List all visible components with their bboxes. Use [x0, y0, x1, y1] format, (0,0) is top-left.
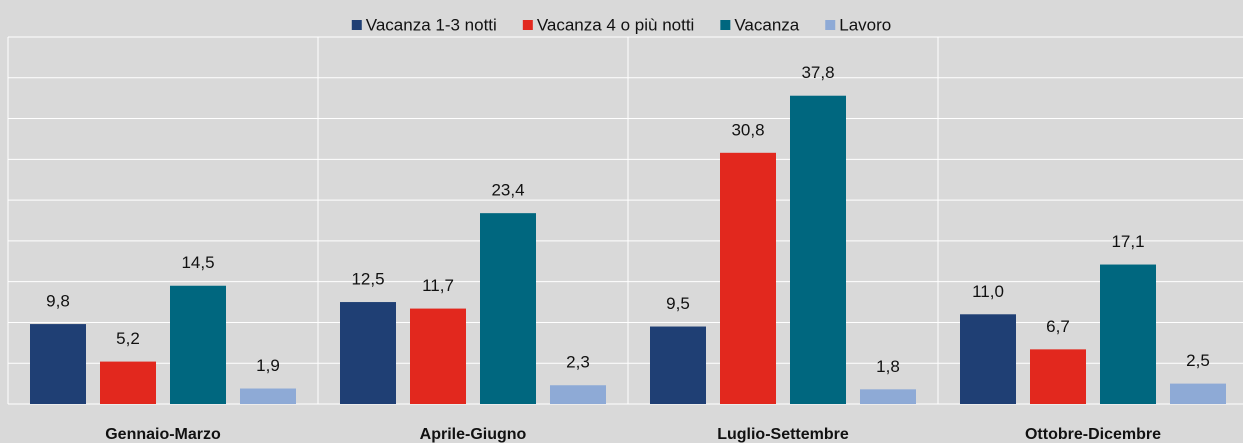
bar [860, 389, 916, 404]
legend-swatch [351, 20, 362, 30]
bar [720, 152, 776, 404]
bar [340, 302, 396, 404]
bar [1170, 383, 1226, 404]
x-tick-label: Aprile-Giugno [420, 426, 527, 443]
data-label: 2,3 [566, 353, 590, 372]
data-label: 17,1 [1111, 232, 1144, 251]
legend-label: Vacanza 1-3 notti [366, 15, 497, 34]
bar [790, 95, 846, 404]
legend-label: Vacanza [734, 15, 799, 34]
data-label: 5,2 [116, 329, 140, 348]
bar [1100, 264, 1156, 404]
bar [410, 308, 466, 404]
bar [1030, 349, 1086, 404]
x-tick-label: Luglio-Settembre [717, 426, 849, 443]
data-label: 2,5 [1186, 351, 1210, 370]
data-label: 12,5 [351, 270, 384, 289]
x-tick-label: Ottobre-Dicembre [1025, 426, 1161, 443]
bar [240, 388, 296, 404]
bar [960, 314, 1016, 404]
bar [170, 285, 226, 404]
data-label: 30,8 [731, 120, 764, 139]
data-label: 23,4 [491, 181, 524, 200]
bar [650, 326, 706, 404]
data-label: 37,8 [801, 63, 834, 82]
bar [480, 213, 536, 404]
legend-label: Vacanza 4 o più notti [537, 15, 695, 34]
data-label: 9,8 [46, 292, 70, 311]
bar [550, 385, 606, 404]
data-label: 14,5 [181, 253, 214, 272]
x-tick-label: Gennaio-Marzo [105, 426, 221, 443]
data-label: 9,5 [666, 294, 690, 313]
bar [100, 361, 156, 404]
data-label: 1,8 [876, 357, 900, 376]
legend-label: Lavoro [839, 15, 891, 34]
data-label: 11,7 [422, 276, 454, 295]
data-label: 1,9 [256, 356, 280, 375]
legend-swatch [825, 20, 836, 30]
bar [30, 324, 86, 404]
legend-swatch [522, 20, 533, 30]
data-label: 11,0 [972, 282, 1004, 301]
legend-swatch [720, 20, 731, 30]
data-label: 6,7 [1046, 317, 1070, 336]
